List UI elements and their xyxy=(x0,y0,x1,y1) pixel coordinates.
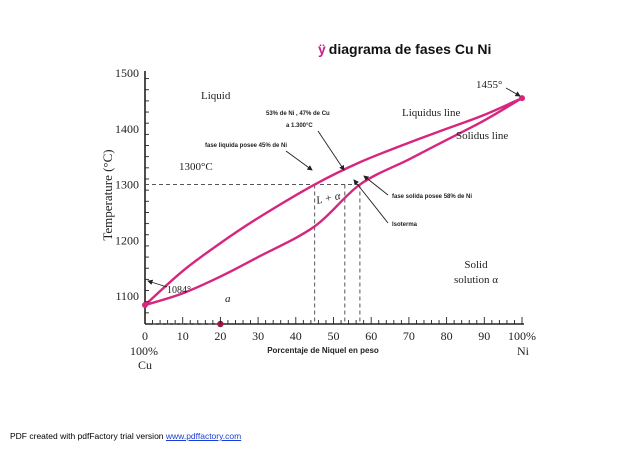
y-tick-label: 1400 xyxy=(115,122,139,136)
label-liquidus-line: Liquidus line xyxy=(402,107,460,119)
label-solidus-line: Solidus line xyxy=(456,130,508,142)
pdf-footer: PDF created with pdfFactory trial versio… xyxy=(10,431,241,441)
annotation-composition-line1: 53% de Ni , 47% de Cu xyxy=(266,111,330,117)
x-end-left-element: Cu xyxy=(138,358,152,372)
label-1455: 1455° xyxy=(476,79,502,91)
x-tick-label: 80 xyxy=(441,329,453,343)
x-tick-label: 60 xyxy=(365,329,377,343)
arrow-composition xyxy=(317,130,345,171)
x-tick-label: 100% xyxy=(508,329,536,343)
label-point-a: a xyxy=(225,293,231,305)
footer-link[interactable]: www.pdffactory.com xyxy=(165,431,242,441)
y-tick-label: 1100 xyxy=(115,289,139,303)
solidus-curve xyxy=(144,97,523,307)
annotation-composition-line2: a 1.300°C xyxy=(286,123,313,129)
title-text: diagrama de fases Cu Ni xyxy=(328,41,492,57)
ni-melting-point xyxy=(519,95,525,102)
page-title: ÿ diagrama de fases Cu Ni xyxy=(318,41,491,57)
y-tick-label: 1500 xyxy=(115,66,139,80)
region-solution-alpha: solution α xyxy=(454,274,498,286)
cu-melting-point xyxy=(142,302,148,309)
arrow-1084 xyxy=(147,279,168,288)
axis-ticks: 1100 1200 1300 1400 1500 0 10 20 30 40 50 60 70 80 90 1… xyxy=(115,66,536,343)
x-tick-label: 90 xyxy=(478,329,490,343)
arrow-liquid-phase xyxy=(285,150,313,171)
y-axis-label: Temperature (°C) xyxy=(100,149,115,240)
region-l-plus-alpha: L + α xyxy=(314,190,342,207)
annotation-liquid-phase: fase liquida posee 45% de Ni xyxy=(205,143,287,149)
label-1084: 1084° xyxy=(167,285,191,296)
y-tick-label: 1200 xyxy=(115,233,139,247)
label-1300c: 1300°C xyxy=(179,161,213,173)
x-tick-label: 10 xyxy=(177,329,189,343)
dashed-guides xyxy=(145,184,361,325)
x-end-left-pct: 100% xyxy=(130,344,158,358)
arrow-solid-phase xyxy=(363,175,389,196)
x-tick-label: 0 xyxy=(142,329,148,343)
footer-text: PDF created with pdfFactory trial versio… xyxy=(10,431,166,441)
y-tick-label: 1300 xyxy=(115,178,139,192)
x-tick-label: 70 xyxy=(403,329,415,343)
annotation-isoterma: Isoterma xyxy=(392,222,418,228)
liquidus-curve xyxy=(144,97,523,306)
x-axis-label: Porcentaje de Niquel en peso xyxy=(267,346,379,355)
region-solid: Solid xyxy=(464,259,488,271)
arrow-1455 xyxy=(505,87,521,97)
x-tick-label: 40 xyxy=(290,329,302,343)
phase-curves xyxy=(142,95,525,328)
x-tick-label: 50 xyxy=(328,329,340,343)
x-tick-label: 20 xyxy=(214,329,226,343)
region-liquid: Liquid xyxy=(201,90,231,102)
x-tick-label: 30 xyxy=(252,329,264,343)
arrow-isoterma xyxy=(353,179,389,224)
x-end-right-element: Ni xyxy=(517,344,530,358)
annotation-solid-phase: fase solida posee 58% de Ni xyxy=(392,194,472,200)
title-bullet: ÿ xyxy=(318,41,326,57)
